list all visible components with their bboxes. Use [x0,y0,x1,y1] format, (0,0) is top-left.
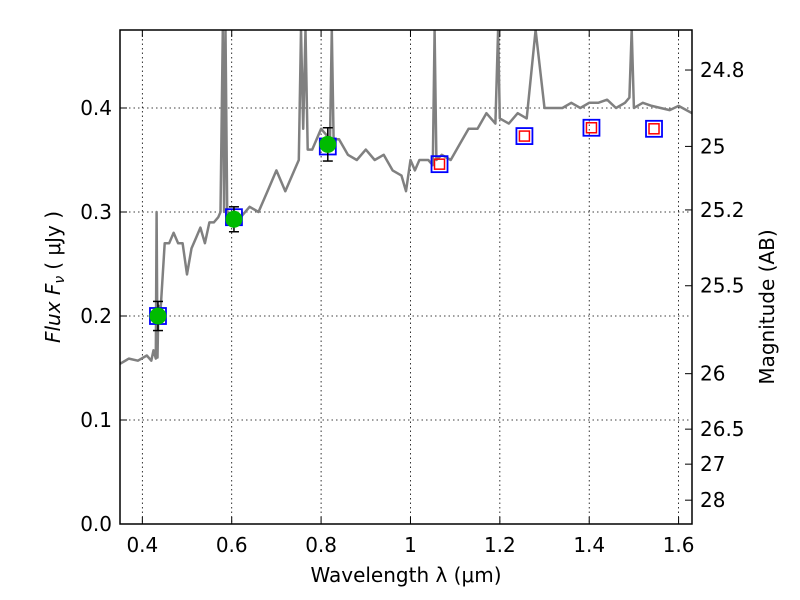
upper-limit-square [433,158,446,170]
upper-limit-square [518,130,531,142]
observed-point [319,135,337,153]
grid [120,30,692,525]
ticks: 0.4 0.6 0.8 1 1.2 1.4 1.6 0.0 0.1 0.2 0.3 0.4 24.8 25… [80,30,745,557]
y2-axis-label: Magnitude (AB) [755,229,779,384]
x-tick-label: 1.4 [573,533,605,557]
observed-point [149,307,167,325]
y2-tick-label: 28 [700,488,725,512]
model-photometry-square [430,155,449,174]
observed-point [225,210,243,228]
plot-frame [119,29,693,525]
y-tick-label: 0.2 [80,304,112,328]
x-tick-label: 1 [404,533,417,557]
y-axis-label-main: Flux F [41,283,65,343]
x-tick-label: 0.4 [126,533,158,557]
x-tick-label: 0.8 [305,533,337,557]
y2-tick-label: 24.8 [700,58,745,82]
y2-tick-label: 25.5 [700,274,745,298]
model-photometry-square [645,119,663,138]
x-tick-label: 0.6 [216,533,248,557]
y-tick-label: 0.3 [80,200,112,224]
y-axis-label: Flux Fν ( μJy ) [41,211,68,343]
y2-tick-label: 25.2 [700,198,745,222]
y2-tick-label: 26.5 [700,417,745,441]
model-photometry-square [515,127,534,145]
x-tick-label: 1.6 [663,533,695,557]
model-photometry-square [582,118,601,137]
y-tick-label: 0.1 [80,408,112,432]
y-axis-label-unit: ( μJy ) [41,211,65,270]
x-tick-label: 1.2 [484,533,516,557]
upper-limit-square [585,122,598,134]
model-spectrum-line [120,30,692,365]
y2-tick-label: 26 [700,362,725,386]
upper-limit-square [648,123,660,135]
y-tick-label: 0.0 [80,512,112,536]
axis-labels: Wavelength λ (μm) Flux Fν ( μJy ) Magnitu… [41,211,779,587]
y-axis-label-sub: ν [52,276,68,284]
y2-tick-label: 27 [700,452,725,476]
y2-tick-label: 25 [700,134,725,158]
x-axis-label: Wavelength λ (μm) [310,563,501,587]
model-spectrum-layer [120,30,692,365]
y-tick-label: 0.4 [80,96,112,120]
photometry-layer [149,118,663,332]
